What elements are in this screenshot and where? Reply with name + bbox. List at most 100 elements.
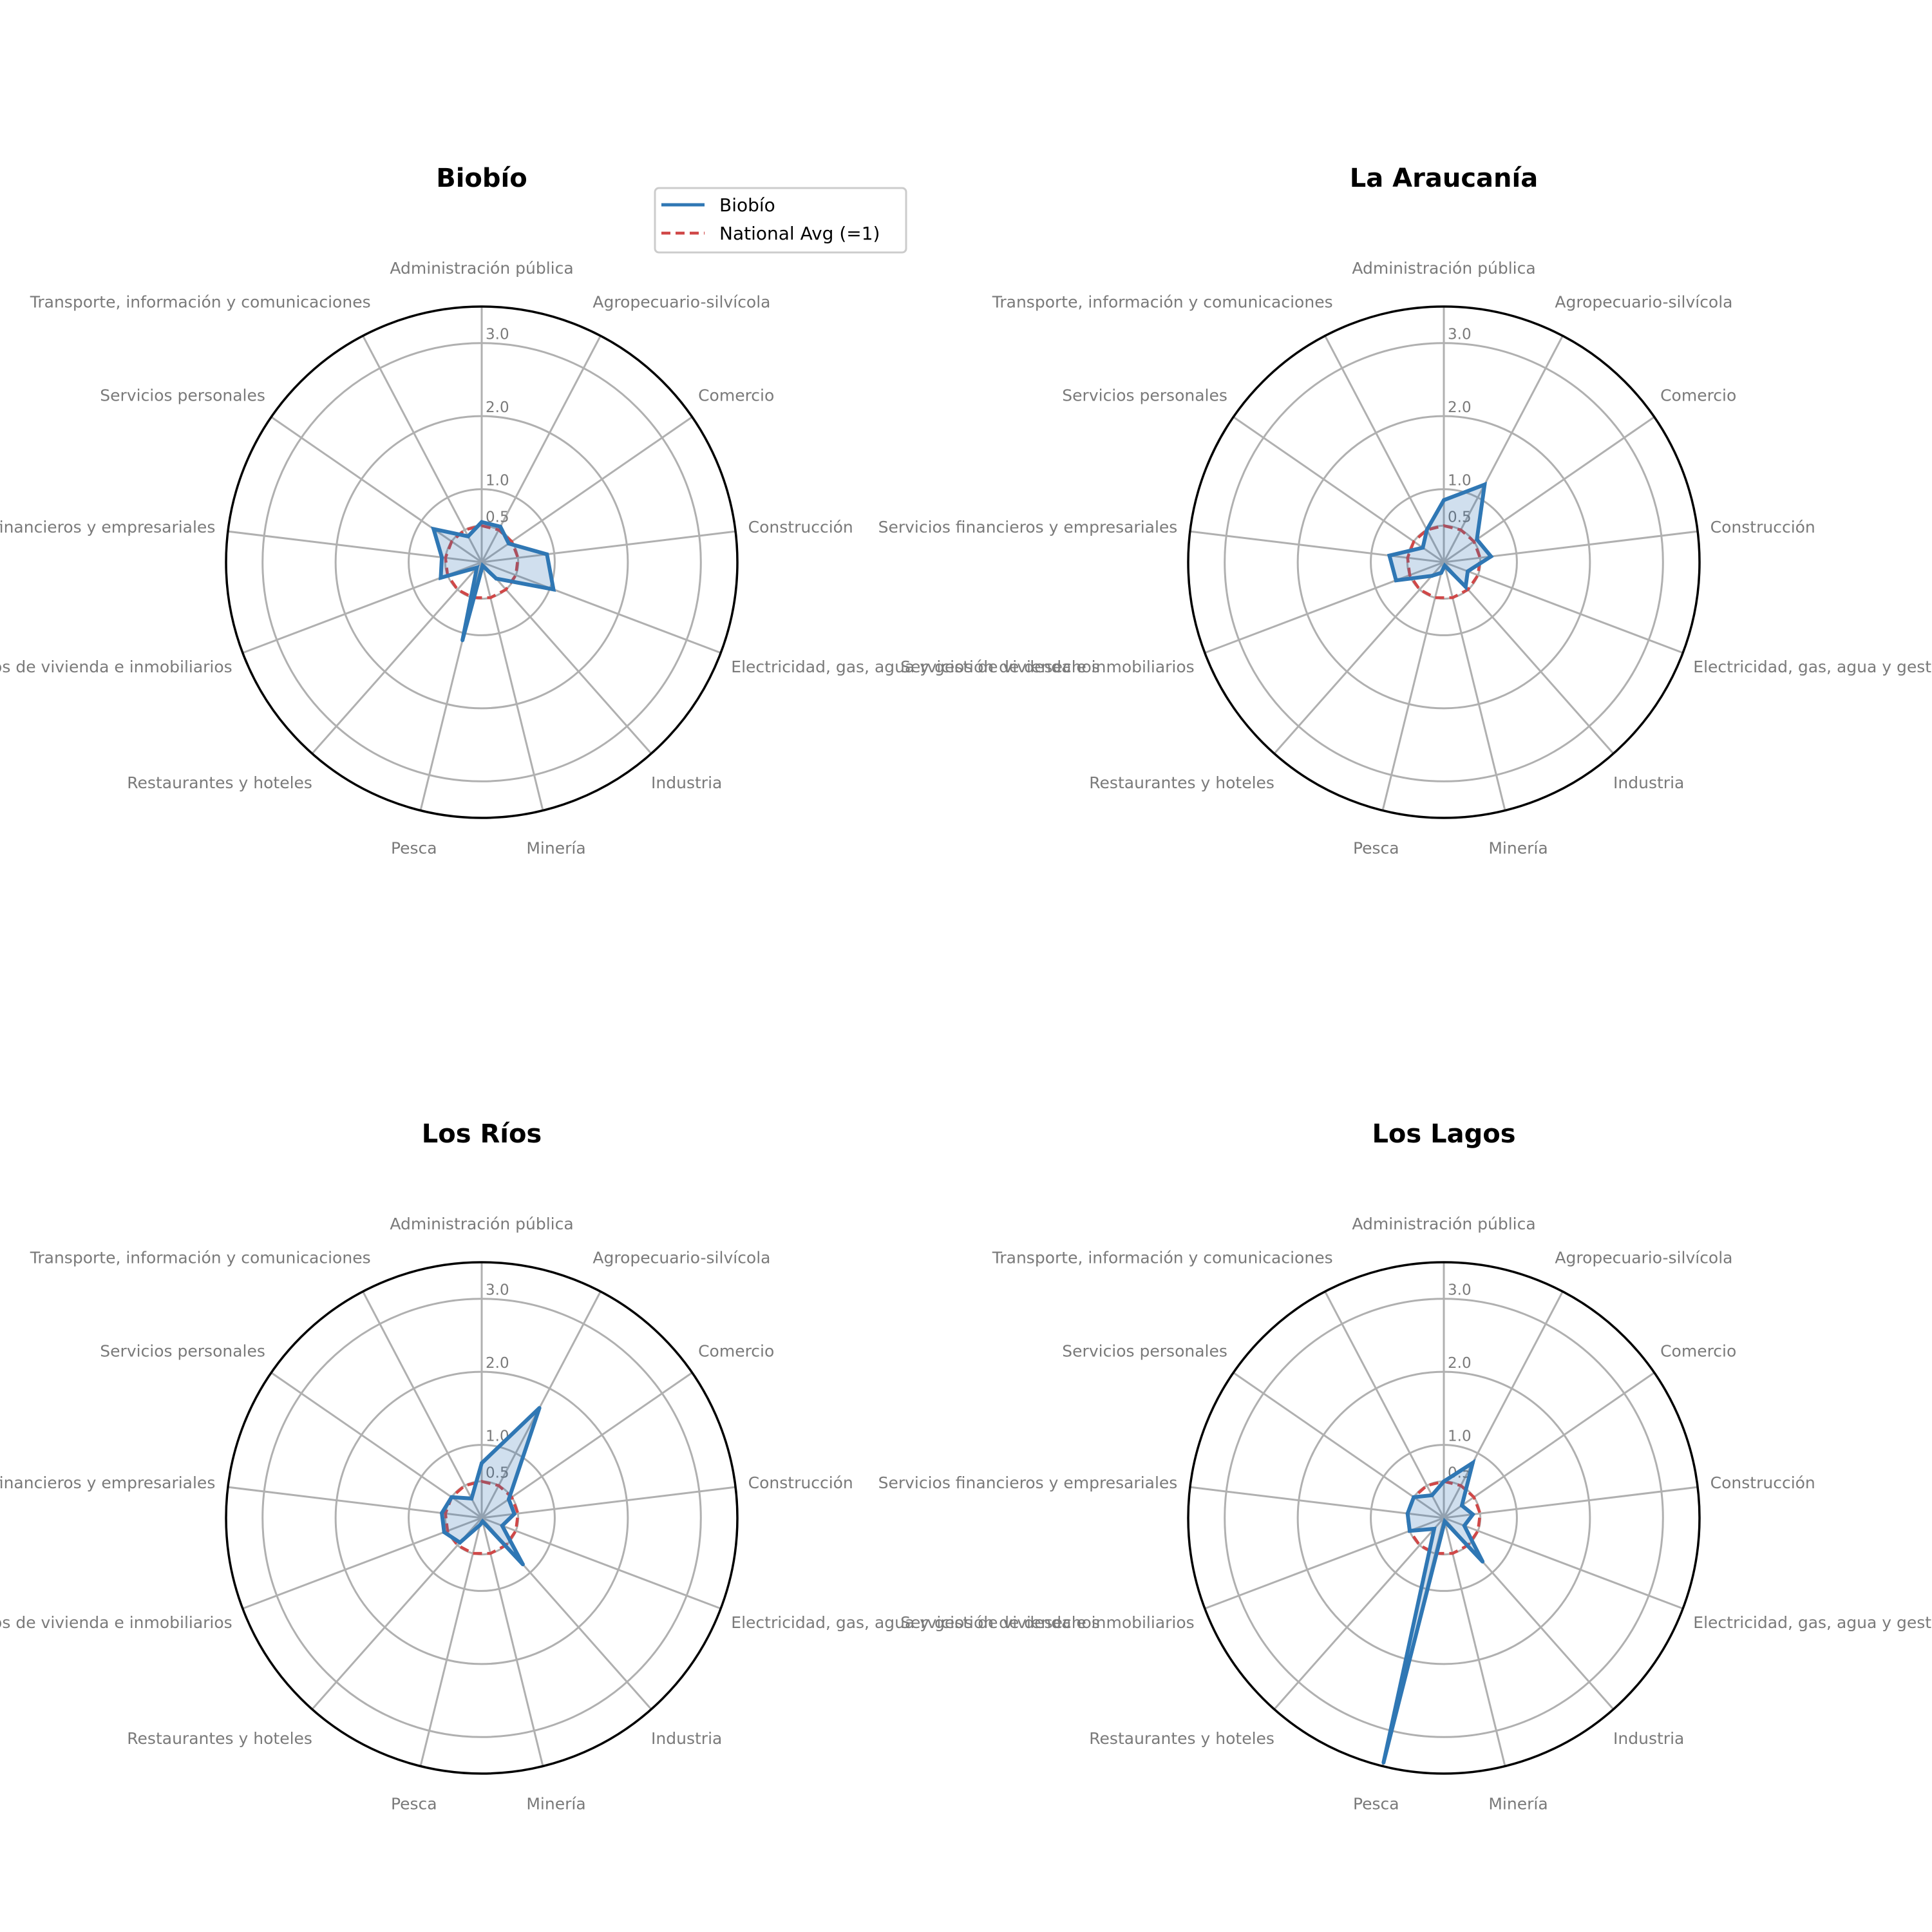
data-point-agropecuario-silvicola	[498, 524, 502, 529]
spoke-electricidad-gas-agua-y-gestion-de-desechos	[481, 561, 721, 654]
data-point-servicios-de-vivienda-e-inmobiliarios	[442, 1530, 446, 1535]
data-point-servicios-de-vivienda-e-inmobiliarios	[1407, 1529, 1412, 1533]
spoke-servicios-financieros-y-empresariales	[227, 530, 482, 564]
data-point-industria	[1481, 1559, 1485, 1564]
data-point-servicios-financieros-y-empresariales	[440, 555, 444, 560]
spoke-agropecuario-silvicola	[480, 335, 601, 563]
spoke-industria	[1443, 562, 1615, 755]
data-point-construccion	[545, 552, 549, 556]
spoke-electricidad-gas-agua-y-gestion-de-desechos	[1443, 561, 1683, 654]
category-label-electricidad-gas-agua-y-gestion-de-desechos: Electricidad, gas, agua y gestión de des…	[731, 658, 1100, 676]
category-label-industria: Industria	[651, 773, 722, 792]
spoke-comercio	[1443, 1372, 1655, 1519]
spoke-servicios-personales	[1233, 416, 1444, 564]
category-label-transporte-informacion-y-comunicaciones: Transporte, información y comunicaciones	[30, 292, 371, 311]
category-label-construccion: Construcción	[748, 518, 853, 536]
series-line-los-rios	[439, 1406, 542, 1566]
data-point-agropecuario-silvicola	[1482, 482, 1487, 487]
spoke-mineria	[1443, 562, 1506, 811]
data-point-restaurantes-y-hoteles	[475, 565, 479, 570]
r-tick-label: 3.0	[486, 327, 509, 343]
series-line-la-araucania	[1387, 481, 1494, 591]
data-point-mineria	[480, 1519, 485, 1524]
category-label-industria: Industria	[651, 1729, 722, 1748]
data-point-construccion	[512, 1511, 516, 1516]
data-point-pesca	[460, 638, 465, 643]
spoke-servicios-financieros-y-empresariales	[1189, 1486, 1444, 1519]
category-label-construccion: Construcción	[748, 1473, 853, 1492]
category-label-pesca: Pesca	[391, 839, 437, 858]
category-label-servicios-financieros-y-empresariales: Servicios financieros y empresariales	[878, 518, 1178, 536]
data-point-industria	[494, 576, 498, 581]
data-point-mineria	[1443, 564, 1447, 568]
category-label-agropecuario-silvicola: Agropecuario-silvícola	[592, 1248, 770, 1267]
category-label-servicios-de-vivienda-e-inmobiliarios: Servicios de vivienda e inmobiliarios	[900, 1613, 1195, 1632]
spoke-agropecuario-silvicola	[480, 1291, 601, 1519]
r-tick-label: 3.0	[486, 1282, 509, 1299]
r-tick-label: 0.5	[1448, 509, 1472, 526]
category-label-pesca: Pesca	[391, 1795, 437, 1814]
data-point-servicios-de-vivienda-e-inmobiliarios	[439, 576, 443, 580]
spoke-restaurantes-y-hoteles	[311, 1517, 483, 1710]
category-label-transporte-informacion-y-comunicaciones: Transporte, información y comunicaciones	[992, 292, 1333, 311]
category-label-agropecuario-silvicola: Agropecuario-silvícola	[592, 292, 770, 311]
data-point-pesca	[1439, 571, 1443, 575]
series-area-la-araucania	[1389, 484, 1492, 587]
r-tick-label: 1.0	[486, 473, 509, 489]
r-tick-label: 2.0	[486, 1355, 509, 1372]
spoke-industria	[480, 562, 652, 755]
data-point-electricidad-gas-agua-y-gestion-de-desechos	[500, 1524, 504, 1528]
polar-frame	[1187, 305, 1701, 819]
data-point-servicios-personales	[1412, 1495, 1416, 1499]
category-label-agropecuario-silvicola: Agropecuario-silvícola	[1555, 292, 1732, 311]
spoke-construccion	[481, 1486, 736, 1519]
series-area-los-lagos	[1383, 1463, 1483, 1763]
radar-panel-la-araucania: 0.5 1.0 2.0 3.0 Administración pública Agrope…	[878, 164, 1932, 858]
category-label-agropecuario-silvicola: Agropecuario-silvícola	[1555, 1248, 1732, 1267]
category-label-electricidad-gas-agua-y-gestion-de-desechos: Electricidad, gas, agua y gestión de des…	[731, 1613, 1100, 1632]
category-label-servicios-personales: Servicios personales	[1062, 386, 1227, 404]
data-point-agropecuario-silvicola	[1470, 1461, 1475, 1465]
category-label-restaurantes-y-hoteles: Restaurantes y hoteles	[1089, 1729, 1274, 1748]
spoke-electricidad-gas-agua-y-gestion-de-desechos	[481, 1517, 721, 1610]
panel-title: Biobío	[436, 164, 527, 193]
category-label-servicios-financieros-y-empresariales: Servicios financieros y empresariales	[878, 1473, 1178, 1492]
spoke-transporte-informacion-y-comunicaciones	[362, 1291, 483, 1519]
spoke-servicios-de-vivienda-e-inmobiliarios	[242, 1517, 482, 1610]
data-point-pesca	[478, 1523, 482, 1528]
legend-box	[654, 187, 907, 254]
data-point-administracion-publica	[1442, 1479, 1446, 1484]
data-point-transporte-informacion-y-comunicaciones	[1430, 1493, 1434, 1497]
category-label-restaurantes-y-hoteles: Restaurantes y hoteles	[127, 1729, 312, 1748]
category-label-administracion-publica: Administración pública	[1352, 1215, 1535, 1233]
spoke-transporte-informacion-y-comunicaciones	[362, 335, 483, 563]
category-label-servicios-financieros-y-empresariales: Servicios financieros y empresariales	[0, 518, 215, 536]
data-point-servicios-financieros-y-empresariales	[1387, 553, 1392, 558]
panel-title: Los Lagos	[1372, 1119, 1515, 1149]
category-label-servicios-de-vivienda-e-inmobiliarios: Servicios de vivienda e inmobiliarios	[900, 658, 1195, 676]
category-label-comercio: Comercio	[1660, 1341, 1736, 1360]
data-point-administracion-publica	[1442, 498, 1446, 502]
data-point-servicios-personales	[1421, 545, 1425, 550]
data-point-transporte-informacion-y-comunicaciones	[466, 534, 470, 538]
data-point-administracion-publica	[480, 1461, 484, 1465]
data-point-restaurantes-y-hoteles	[1430, 574, 1434, 578]
data-point-pesca	[1381, 1760, 1386, 1765]
data-point-servicios-financieros-y-empresariales	[440, 1511, 444, 1515]
series-line-biobio	[431, 520, 556, 641]
category-label-pesca: Pesca	[1353, 1795, 1399, 1814]
spoke-servicios-de-vivienda-e-inmobiliarios	[1204, 1517, 1444, 1610]
series-area-los-rios	[442, 1408, 540, 1565]
r-tick-label: 0.5	[486, 1464, 509, 1481]
category-label-pesca: Pesca	[1353, 839, 1399, 858]
spoke-construccion	[1443, 530, 1698, 564]
category-label-servicios-personales: Servicios personales	[1062, 1341, 1227, 1360]
category-label-construccion: Construcción	[1710, 1473, 1815, 1492]
spoke-servicios-personales	[1233, 1372, 1444, 1519]
r-tick-label: 1.0	[1448, 1428, 1472, 1445]
category-label-transporte-informacion-y-comunicaciones: Transporte, información y comunicaciones	[30, 1248, 371, 1267]
data-point-electricidad-gas-agua-y-gestion-de-desechos	[1466, 569, 1470, 574]
category-label-administracion-publica: Administración pública	[390, 259, 573, 278]
category-label-administracion-publica: Administración pública	[390, 1215, 573, 1233]
